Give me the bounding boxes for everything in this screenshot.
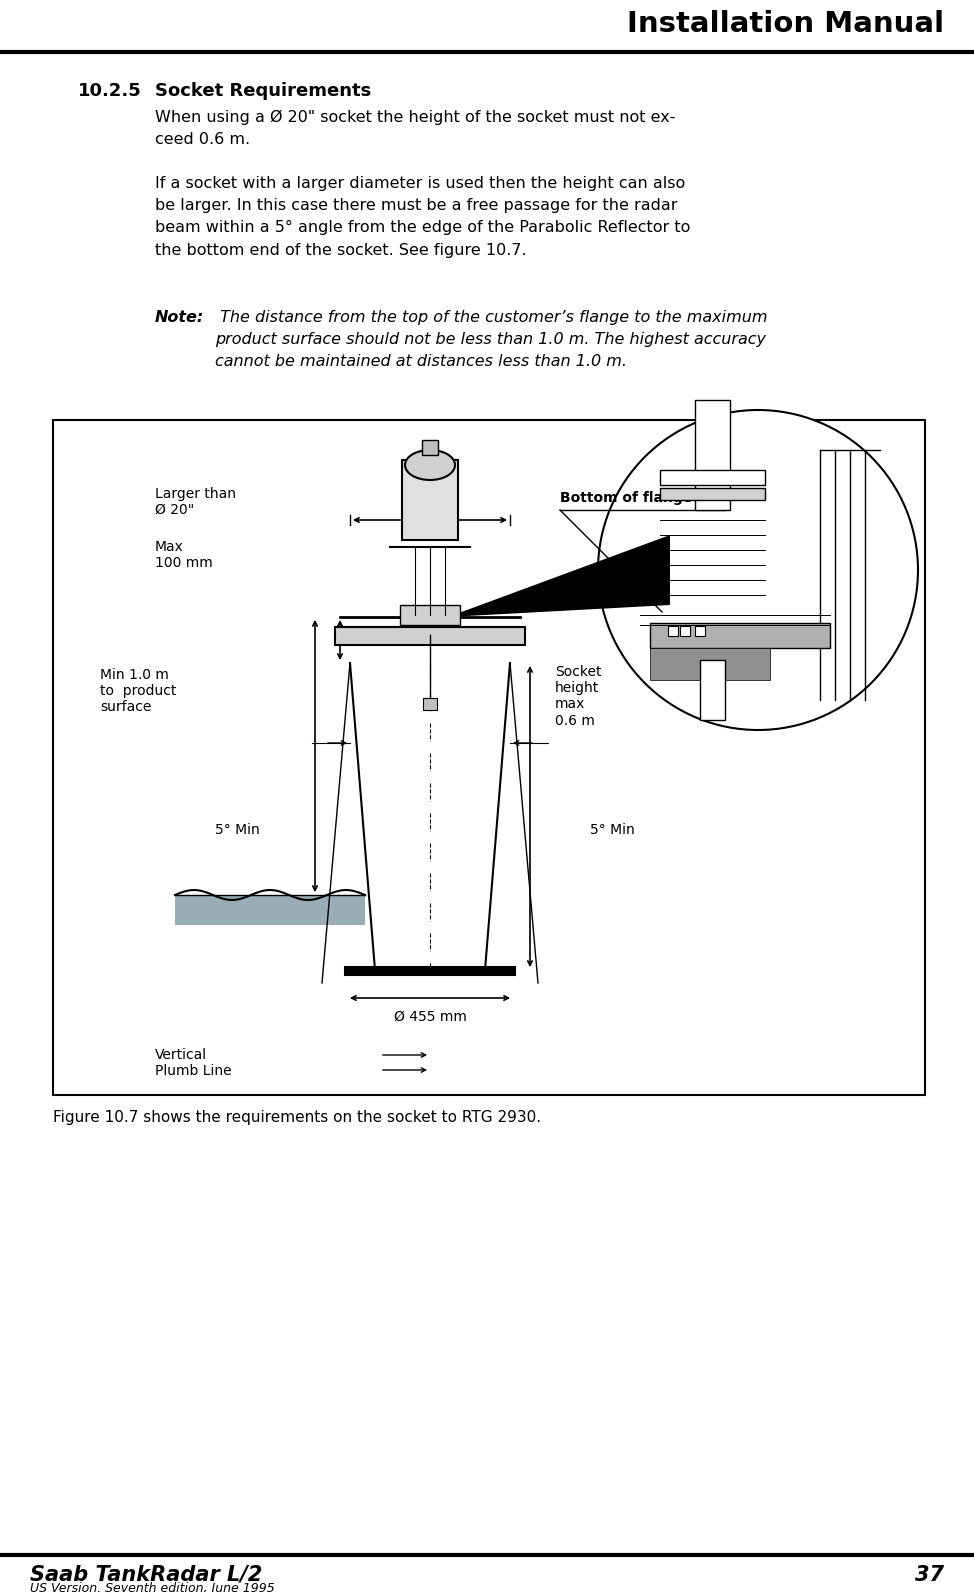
Bar: [422, 439, 438, 455]
Bar: [53, 420, 925, 1095]
Text: Larger than
Ø 20": Larger than Ø 20": [155, 487, 236, 517]
Text: US Version. Seventh edition, June 1995: US Version. Seventh edition, June 1995: [30, 1582, 275, 1592]
Text: Installation Manual: Installation Manual: [627, 10, 944, 38]
Text: 37: 37: [915, 1565, 944, 1586]
Text: Ø 455 mm: Ø 455 mm: [393, 1009, 467, 1024]
Bar: [650, 648, 770, 680]
Bar: [695, 400, 730, 509]
Bar: [660, 470, 765, 486]
Bar: [423, 697, 437, 710]
Bar: [650, 622, 830, 648]
Bar: [680, 626, 690, 635]
Text: Socket Requirements: Socket Requirements: [155, 83, 371, 100]
Text: Vertical
Plumb Line: Vertical Plumb Line: [155, 1048, 232, 1078]
Text: The distance from the top of the customer’s flange to the maximum
product surfac: The distance from the top of the custome…: [215, 310, 768, 369]
Text: 10.2.5: 10.2.5: [78, 83, 142, 100]
Bar: [660, 489, 765, 500]
Text: Bottom of flange: Bottom of flange: [560, 490, 693, 505]
Text: 5° Min: 5° Min: [215, 823, 260, 837]
Text: Min 1.0 m
to  product
surface: Min 1.0 m to product surface: [100, 669, 176, 715]
Text: If a socket with a larger diameter is used then the height can also
be larger. I: If a socket with a larger diameter is us…: [155, 177, 691, 258]
Bar: [345, 966, 515, 974]
Circle shape: [598, 411, 918, 731]
Bar: [400, 605, 460, 626]
Text: Note:: Note:: [155, 310, 205, 325]
Bar: [668, 626, 678, 635]
Bar: [335, 627, 525, 645]
Text: Figure 10.7 shows the requirements on the socket to RTG 2930.: Figure 10.7 shows the requirements on th…: [53, 1110, 542, 1126]
Polygon shape: [448, 535, 670, 618]
Bar: [695, 626, 705, 635]
Ellipse shape: [405, 451, 455, 481]
Text: Max
100 mm: Max 100 mm: [155, 540, 212, 570]
Bar: [402, 460, 458, 540]
Text: Socket
height
max
0.6 m: Socket height max 0.6 m: [555, 665, 602, 728]
Bar: [175, 895, 365, 925]
Text: When using a Ø 20" socket the height of the socket must not ex-
ceed 0.6 m.: When using a Ø 20" socket the height of …: [155, 110, 676, 148]
Text: Saab TankRadar L/2: Saab TankRadar L/2: [30, 1565, 262, 1586]
Text: 5° Min: 5° Min: [590, 823, 635, 837]
Bar: [700, 661, 725, 720]
